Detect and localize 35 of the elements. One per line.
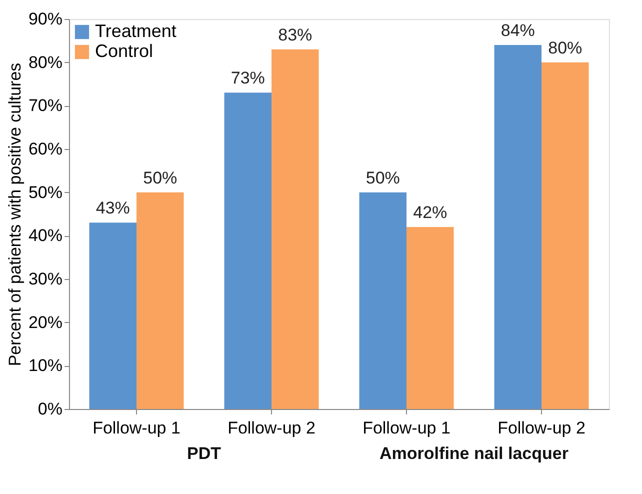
text: Amorolfine nail lacquer bbox=[380, 444, 569, 463]
y-tick-label: 50% bbox=[28, 182, 62, 202]
y-tick-label: 40% bbox=[28, 226, 62, 246]
data-label: 84% bbox=[500, 21, 535, 40]
bar bbox=[406, 227, 454, 409]
data-label: 83% bbox=[278, 25, 312, 44]
bar bbox=[89, 222, 136, 409]
y-tick-label: 70% bbox=[28, 96, 62, 116]
x-tick-label: Follow-up 1 bbox=[362, 418, 450, 438]
data-label: 50% bbox=[366, 168, 400, 188]
x-tick-label: Follow-up 2 bbox=[228, 418, 316, 438]
y-axis-title: Percent of patients with positive cultures bbox=[5, 62, 24, 366]
bar bbox=[359, 192, 406, 409]
y-tick-label: 20% bbox=[28, 312, 62, 332]
y-tick-label: 10% bbox=[28, 356, 62, 376]
data-label: 73% bbox=[230, 68, 265, 88]
bar bbox=[542, 62, 589, 409]
y-tick-label: 30% bbox=[28, 270, 62, 288]
legend-label: Control bbox=[95, 41, 154, 61]
y-tick-label: 90% bbox=[28, 10, 62, 28]
y-tick-label: 80% bbox=[28, 52, 62, 72]
data-label: 43% bbox=[96, 198, 130, 218]
data-label: 80% bbox=[548, 38, 582, 58]
y-tick-label: 60% bbox=[28, 140, 62, 158]
y-tick-label: 0% bbox=[38, 400, 62, 418]
bar bbox=[136, 192, 184, 409]
bar bbox=[494, 45, 542, 409]
x-tick-label: Follow-up 2 bbox=[498, 418, 586, 438]
bar bbox=[272, 49, 319, 409]
data-label: 50% bbox=[143, 168, 178, 188]
legend-label: Treatment bbox=[95, 21, 176, 41]
data-label: 42% bbox=[413, 203, 448, 222]
text: PDT bbox=[187, 444, 222, 463]
x-tick-label: Follow-up 1 bbox=[92, 418, 180, 438]
bar bbox=[224, 92, 272, 409]
